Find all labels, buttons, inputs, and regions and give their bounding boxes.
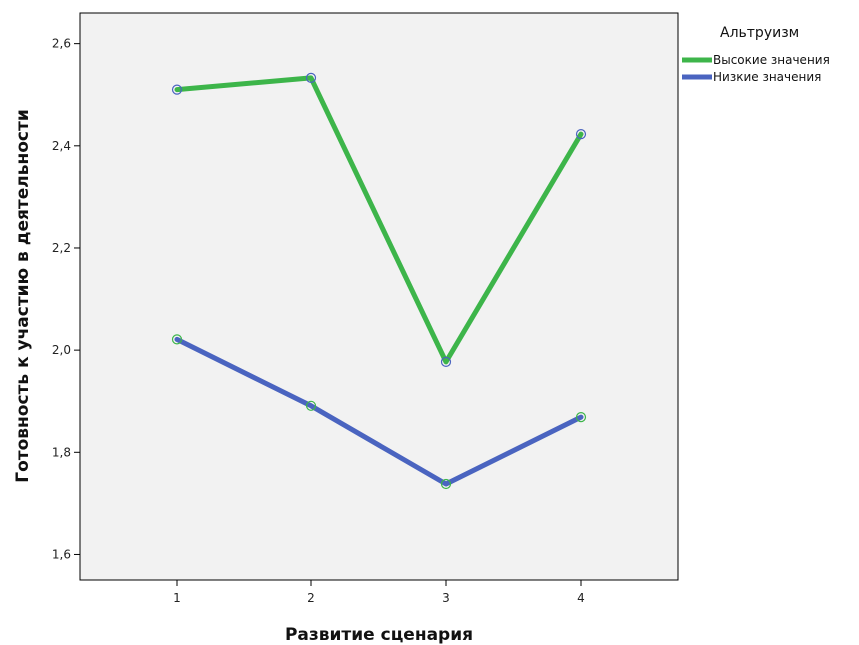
y-axis-title: Готовность к участию в деятельности [13,109,33,483]
x-tick-label: 4 [577,591,585,605]
legend-label-low: Низкие значения [713,70,821,84]
y-tick-label: 2,4 [52,139,71,153]
data-point [575,129,587,140]
y-axis: 1,6 1,8 2,0 2,2 2,4 2,6 [52,37,80,561]
data-point [305,72,317,84]
data-point [440,356,452,367]
legend: Альтруизм Высокие значения Низкие значен… [682,25,830,84]
x-tick-label: 2 [307,591,315,605]
legend-label-high: Высокие значения [713,53,830,67]
y-tick-label: 1,8 [52,445,71,459]
data-point [440,478,452,490]
x-axis: 1 2 3 4 [173,580,585,605]
series-line-low [174,336,584,487]
y-tick-label: 2,6 [52,37,71,51]
plot-area [79,12,679,581]
data-point [171,84,183,95]
x-tick-label: 1 [173,591,181,605]
data-point [305,400,317,411]
series-layer [171,72,587,490]
data-point [171,334,183,345]
y-tick-label: 2,0 [52,343,71,357]
x-axis-title: Развитие сценария [285,625,473,645]
series-line-high [174,75,584,365]
data-point [575,412,587,423]
y-tick-label: 1,6 [52,547,71,561]
x-tick-label: 3 [442,591,450,605]
legend-title: Альтруизм [720,25,799,41]
y-tick-label: 2,2 [52,241,71,255]
